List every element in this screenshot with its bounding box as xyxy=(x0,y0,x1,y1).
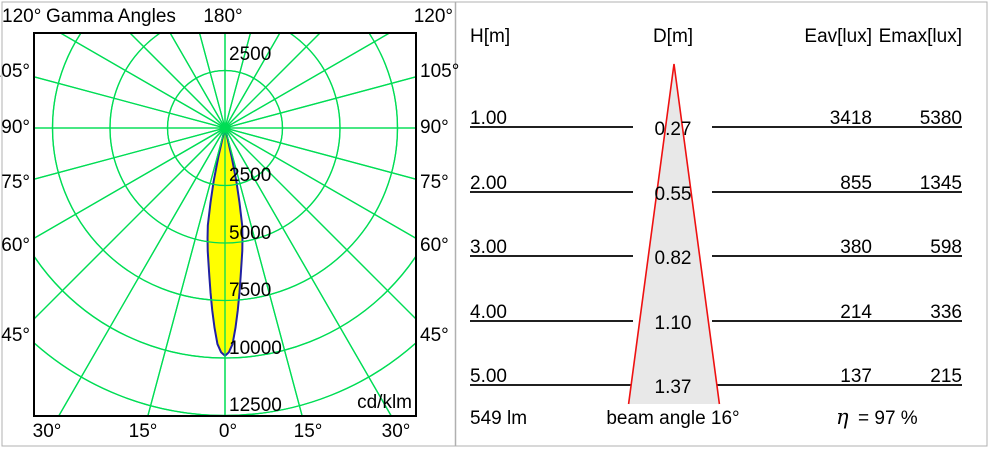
row-emax-value: 598 xyxy=(930,237,962,258)
polar-grid-radial xyxy=(224,76,415,129)
row-height-value: 5.00 xyxy=(470,366,507,387)
col-header-diameter: D[m] xyxy=(653,26,693,47)
col-header-eav: Eav[lux] xyxy=(804,26,872,47)
polar-grid-radial xyxy=(58,127,226,415)
polar-grid-radial xyxy=(224,127,415,319)
polar-grid-radial xyxy=(224,127,392,415)
luminous-flux-value: 549 lm xyxy=(470,408,527,429)
polar-grid-radial xyxy=(147,127,226,415)
angle-label-right: 90° xyxy=(420,117,449,138)
table-row: 5.00 1.37 137 215 xyxy=(470,366,962,398)
row-height-value: 4.00 xyxy=(470,302,507,323)
ring-value-label: 5000 xyxy=(229,223,271,244)
table-row: 4.00 1.10 214 336 xyxy=(470,302,962,334)
ring-value-label: 12500 xyxy=(229,395,282,416)
polar-plot-border xyxy=(33,32,417,417)
angle-label-right: 75° xyxy=(420,172,449,193)
row-eav-value: 214 xyxy=(840,302,872,323)
angle-label-bottom: 30° xyxy=(33,421,62,442)
angle-label-top-right: 120° xyxy=(414,6,453,27)
polar-grid-radial xyxy=(35,127,226,319)
row-diameter-value: 0.27 xyxy=(655,119,692,140)
beam-cone-fill xyxy=(628,64,720,404)
polar-grid xyxy=(35,34,415,415)
efficiency-symbol: η xyxy=(836,405,849,429)
row-eav-value: 3418 xyxy=(830,108,872,129)
polar-diagram xyxy=(35,34,415,415)
chart-title: Gamma Angles xyxy=(46,6,176,27)
polar-grid-radial xyxy=(35,76,226,129)
polar-grid-radial xyxy=(35,127,226,239)
angle-label-right: 60° xyxy=(420,235,449,256)
ring-value-label: 7500 xyxy=(229,280,271,301)
polar-axis-labels: 105° 105° 90° 90° 75° 75° 60° 60° 45° 45° 30° 15° 0°… xyxy=(0,44,459,442)
row-height-value: 2.00 xyxy=(470,173,507,194)
row-diameter-value: 0.82 xyxy=(655,248,692,269)
row-diameter-value: 0.55 xyxy=(655,184,692,205)
angle-label-right: 105° xyxy=(420,61,459,82)
polar-grid-radial xyxy=(224,34,320,129)
angle-label-left: 60° xyxy=(1,235,30,256)
angle-label-left: 90° xyxy=(1,117,30,138)
efficiency-value: = 97 % xyxy=(858,408,918,429)
angle-label-bottom: 15° xyxy=(129,421,158,442)
angle-label-left: 105° xyxy=(0,61,30,82)
table-row-lines xyxy=(470,126,962,386)
unit-label: cd/klm xyxy=(357,392,412,413)
table-row: 1.00 0.27 3418 5380 xyxy=(470,108,962,140)
polar-grid-radial xyxy=(35,127,226,180)
polar-grid-radial xyxy=(147,127,226,415)
table-row: 3.00 0.82 380 598 xyxy=(470,237,962,269)
angle-label-left: 75° xyxy=(1,172,30,193)
angle-label-bottom: 15° xyxy=(294,421,323,442)
polar-grid-radial xyxy=(224,127,415,239)
polar-grid-radial xyxy=(224,127,415,180)
polar-grid-radial xyxy=(224,34,251,129)
angle-label-bottom: 0° xyxy=(219,421,237,442)
ring-value-label: 2500 xyxy=(229,165,271,186)
polar-grid xyxy=(35,34,415,415)
beam-angle-value: beam angle 16° xyxy=(606,408,739,429)
angle-label-top-center: 180° xyxy=(203,6,242,27)
row-emax-value: 5380 xyxy=(920,108,962,129)
polar-grid-radial xyxy=(224,34,281,129)
col-header-emax: Emax[lux] xyxy=(879,26,962,47)
col-header-height: H[m] xyxy=(470,26,510,47)
row-height-value: 1.00 xyxy=(470,108,507,129)
polar-grid-radial xyxy=(224,127,303,415)
row-diameter-value: 1.37 xyxy=(655,377,692,398)
row-eav-value: 855 xyxy=(840,173,872,194)
polar-grid-radial xyxy=(169,34,226,129)
polar-grid-radial xyxy=(224,34,390,129)
angle-label-top-left: 120° xyxy=(2,6,41,27)
row-emax-value: 336 xyxy=(930,302,962,323)
row-eav-value: 137 xyxy=(840,366,872,387)
row-height-value: 3.00 xyxy=(470,237,507,258)
angle-label-bottom: 30° xyxy=(382,421,411,442)
ring-value-label-top: 2500 xyxy=(229,44,271,65)
ring-value-label: 10000 xyxy=(229,338,282,359)
beam-cone-edges xyxy=(627,63,721,405)
polar-grid-radial xyxy=(130,34,226,129)
row-emax-value: 1345 xyxy=(920,173,962,194)
row-eav-value: 380 xyxy=(840,237,872,258)
row-diameter-value: 1.10 xyxy=(655,313,692,334)
row-emax-value: 215 xyxy=(930,366,962,387)
polar-grid-radial xyxy=(199,34,226,129)
polar-grid-radial xyxy=(60,34,226,129)
angle-label-right: 45° xyxy=(420,325,449,346)
angle-label-left: 45° xyxy=(1,325,30,346)
table-row: 2.00 0.55 855 1345 xyxy=(470,173,962,205)
